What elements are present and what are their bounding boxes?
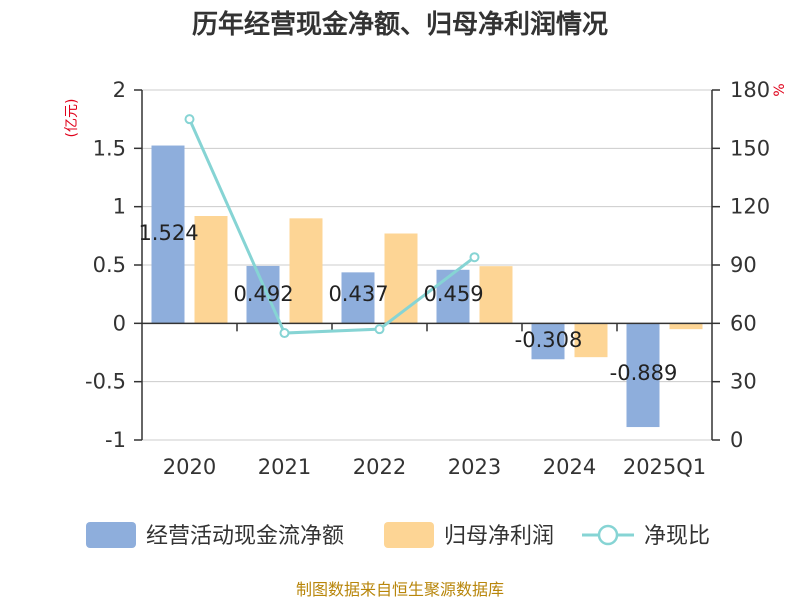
bars <box>151 145 703 428</box>
bar-netprofit <box>479 266 513 324</box>
bar-netprofit <box>194 216 228 324</box>
x-axis-tick-label: 2021 <box>258 455 311 479</box>
legend-swatch-netprofit <box>384 522 434 548</box>
source-note: 制图数据来自恒生聚源数据库 <box>296 580 504 599</box>
x-axis-tick-label: 2025Q1 <box>623 455 706 479</box>
right-axis-tick-label: 60 <box>730 311 757 335</box>
ratio-point <box>469 252 480 263</box>
data-label-cashflow: -0.308 <box>515 328 583 352</box>
data-label-cashflow: 0.492 <box>233 282 293 306</box>
data-label-cashflow: 1.524 <box>138 221 198 245</box>
right-axis-tick-label: 180 <box>730 78 770 102</box>
ratio-point <box>184 114 195 125</box>
bar-netprofit <box>384 233 418 324</box>
left-axis-tick-label: 1.5 <box>93 136 126 160</box>
left-axis-tick-label: 2 <box>113 78 126 102</box>
legend-label-netprofit: 归母净利润 <box>444 524 554 549</box>
data-label-cashflow: 0.459 <box>423 282 483 306</box>
legend: 经营活动现金流净额 归母净利润 净现比 <box>86 522 710 549</box>
data-label-cashflow: -0.889 <box>610 361 678 385</box>
data-labels: 1.524 0.492 0.437 0.459 -0.308 -0.889 <box>138 221 677 385</box>
x-axis-tick-label: 2024 <box>543 455 596 479</box>
x-axis-tick-label: 2020 <box>163 455 216 479</box>
bar-cashflow <box>531 323 565 360</box>
left-axis-unit: (亿元) <box>64 99 80 138</box>
legend-marker-ratio <box>597 524 619 546</box>
chart-title: 历年经营现金净额、归母净利润情况 <box>192 9 608 40</box>
legend-label-cashflow: 经营活动现金流净额 <box>146 524 344 549</box>
right-axis-unit: % <box>772 83 788 96</box>
bar-netprofit <box>669 323 703 330</box>
tick-labels: 2 1.5 1 0.5 0 -0.5 -1 180 150 120 90 60 30 0 2020 2021 2… <box>85 78 770 479</box>
ratio-point <box>279 328 290 339</box>
axes <box>134 89 720 441</box>
gridlines <box>142 89 712 441</box>
ratio-line <box>184 114 480 339</box>
bar-cashflow <box>626 323 660 428</box>
ratio-point <box>374 324 385 335</box>
right-axis-tick-label: 30 <box>730 370 757 394</box>
bar-cashflow <box>341 272 375 324</box>
legend-swatch-cashflow <box>86 522 136 548</box>
legend-label-ratio: 净现比 <box>644 524 710 549</box>
left-axis-tick-label: 0.5 <box>93 253 126 277</box>
bar-cashflow <box>151 145 185 324</box>
ratio-line-path <box>188 118 476 335</box>
data-label-cashflow: 0.437 <box>328 282 388 306</box>
bar-netprofit <box>289 218 323 324</box>
right-axis-tick-label: 150 <box>730 136 770 160</box>
bar-cashflow <box>246 265 280 324</box>
right-axis-tick-label: 0 <box>730 428 743 452</box>
left-axis-tick-label: 0 <box>113 311 126 335</box>
x-axis-tick-label: 2023 <box>448 455 501 479</box>
left-axis-tick-label: -0.5 <box>85 370 126 394</box>
left-axis-tick-label: -1 <box>105 428 126 452</box>
x-axis-tick-label: 2022 <box>353 455 406 479</box>
bar-netprofit <box>574 323 608 358</box>
right-axis-tick-label: 120 <box>730 195 770 219</box>
left-axis-tick-label: 1 <box>113 195 126 219</box>
bar-cashflow <box>436 269 470 324</box>
right-axis-tick-label: 90 <box>730 253 757 277</box>
